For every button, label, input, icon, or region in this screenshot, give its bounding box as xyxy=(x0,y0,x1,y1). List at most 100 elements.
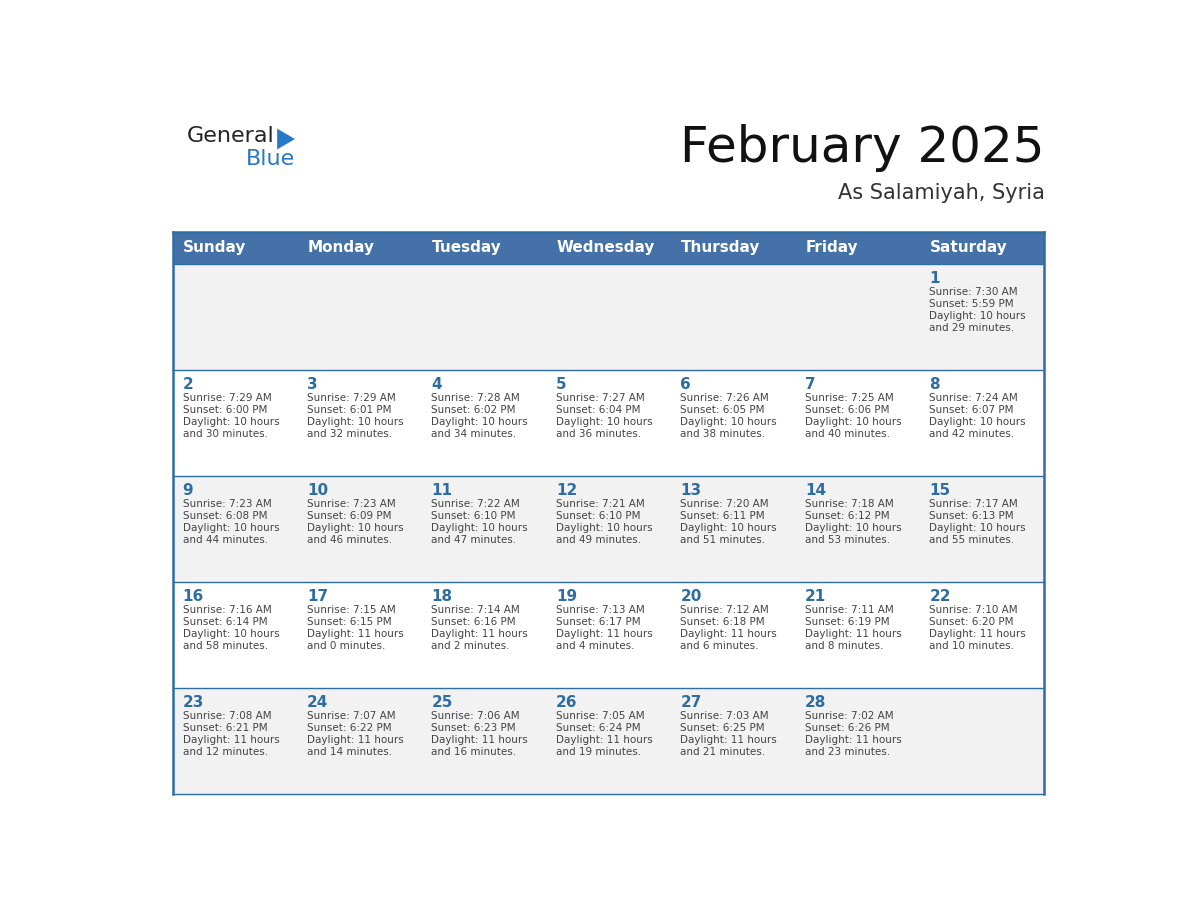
Text: Daylight: 11 hours: Daylight: 11 hours xyxy=(307,735,404,744)
Text: and 44 minutes.: and 44 minutes. xyxy=(183,535,267,545)
Text: 16: 16 xyxy=(183,589,204,604)
Text: 18: 18 xyxy=(431,589,453,604)
Text: Sunrise: 7:02 AM: Sunrise: 7:02 AM xyxy=(804,711,893,721)
Text: Sunrise: 7:23 AM: Sunrise: 7:23 AM xyxy=(183,499,271,509)
Text: Sunset: 6:09 PM: Sunset: 6:09 PM xyxy=(307,511,392,521)
Text: Sunrise: 7:18 AM: Sunrise: 7:18 AM xyxy=(804,499,893,509)
Bar xyxy=(173,582,1044,688)
Text: Sunday: Sunday xyxy=(183,241,247,255)
Bar xyxy=(173,370,1044,476)
Text: Sunset: 6:25 PM: Sunset: 6:25 PM xyxy=(681,723,765,733)
Text: Sunrise: 7:22 AM: Sunrise: 7:22 AM xyxy=(431,499,520,509)
Text: 4: 4 xyxy=(431,377,442,392)
Text: 2: 2 xyxy=(183,377,194,392)
Text: Sunset: 6:17 PM: Sunset: 6:17 PM xyxy=(556,617,640,627)
Polygon shape xyxy=(277,129,295,150)
Text: Daylight: 11 hours: Daylight: 11 hours xyxy=(681,735,777,744)
Text: Sunset: 6:19 PM: Sunset: 6:19 PM xyxy=(804,617,890,627)
Text: Thursday: Thursday xyxy=(681,241,760,255)
Text: 17: 17 xyxy=(307,589,328,604)
Text: Sunset: 6:00 PM: Sunset: 6:00 PM xyxy=(183,405,267,415)
Text: and 47 minutes.: and 47 minutes. xyxy=(431,535,517,545)
Text: Sunrise: 7:10 AM: Sunrise: 7:10 AM xyxy=(929,605,1018,615)
Text: Daylight: 11 hours: Daylight: 11 hours xyxy=(929,629,1026,639)
Bar xyxy=(173,264,1044,370)
Text: Sunset: 5:59 PM: Sunset: 5:59 PM xyxy=(929,299,1013,309)
Text: 12: 12 xyxy=(556,483,577,498)
Text: Sunset: 6:26 PM: Sunset: 6:26 PM xyxy=(804,723,890,733)
Text: Sunset: 6:07 PM: Sunset: 6:07 PM xyxy=(929,405,1013,415)
Text: and 58 minutes.: and 58 minutes. xyxy=(183,641,267,651)
Text: Sunrise: 7:28 AM: Sunrise: 7:28 AM xyxy=(431,393,520,403)
Text: and 0 minutes.: and 0 minutes. xyxy=(307,641,385,651)
Text: Daylight: 10 hours: Daylight: 10 hours xyxy=(431,523,529,533)
Text: and 21 minutes.: and 21 minutes. xyxy=(681,747,765,756)
Text: 15: 15 xyxy=(929,483,950,498)
Text: and 14 minutes.: and 14 minutes. xyxy=(307,747,392,756)
Text: Sunset: 6:08 PM: Sunset: 6:08 PM xyxy=(183,511,267,521)
Text: Sunrise: 7:27 AM: Sunrise: 7:27 AM xyxy=(556,393,645,403)
Text: Sunset: 6:18 PM: Sunset: 6:18 PM xyxy=(681,617,765,627)
Text: 28: 28 xyxy=(804,695,826,710)
Text: Daylight: 11 hours: Daylight: 11 hours xyxy=(681,629,777,639)
Text: Sunrise: 7:12 AM: Sunrise: 7:12 AM xyxy=(681,605,769,615)
Text: 5: 5 xyxy=(556,377,567,392)
Text: Daylight: 11 hours: Daylight: 11 hours xyxy=(556,629,652,639)
Text: 8: 8 xyxy=(929,377,940,392)
Text: and 34 minutes.: and 34 minutes. xyxy=(431,429,517,439)
Text: Daylight: 11 hours: Daylight: 11 hours xyxy=(183,735,279,744)
Text: 19: 19 xyxy=(556,589,577,604)
Text: Daylight: 10 hours: Daylight: 10 hours xyxy=(431,417,529,427)
Text: 1: 1 xyxy=(929,271,940,286)
Text: and 19 minutes.: and 19 minutes. xyxy=(556,747,642,756)
Text: Saturday: Saturday xyxy=(930,241,1007,255)
Text: Sunrise: 7:06 AM: Sunrise: 7:06 AM xyxy=(431,711,520,721)
Text: and 53 minutes.: and 53 minutes. xyxy=(804,535,890,545)
Text: Sunrise: 7:17 AM: Sunrise: 7:17 AM xyxy=(929,499,1018,509)
Text: Sunset: 6:01 PM: Sunset: 6:01 PM xyxy=(307,405,392,415)
Text: 23: 23 xyxy=(183,695,204,710)
Text: Sunset: 6:05 PM: Sunset: 6:05 PM xyxy=(681,405,765,415)
Text: 22: 22 xyxy=(929,589,950,604)
Text: Daylight: 10 hours: Daylight: 10 hours xyxy=(929,417,1026,427)
Text: Daylight: 11 hours: Daylight: 11 hours xyxy=(804,735,902,744)
Text: Daylight: 11 hours: Daylight: 11 hours xyxy=(431,629,529,639)
Text: Sunrise: 7:26 AM: Sunrise: 7:26 AM xyxy=(681,393,769,403)
Text: Sunset: 6:12 PM: Sunset: 6:12 PM xyxy=(804,511,890,521)
Text: Daylight: 10 hours: Daylight: 10 hours xyxy=(804,417,902,427)
Text: and 32 minutes.: and 32 minutes. xyxy=(307,429,392,439)
Text: 25: 25 xyxy=(431,695,453,710)
Text: 26: 26 xyxy=(556,695,577,710)
Text: Sunset: 6:13 PM: Sunset: 6:13 PM xyxy=(929,511,1013,521)
Text: Sunset: 6:24 PM: Sunset: 6:24 PM xyxy=(556,723,640,733)
Bar xyxy=(671,232,796,264)
Text: and 51 minutes.: and 51 minutes. xyxy=(681,535,765,545)
Bar xyxy=(173,476,1044,582)
Text: Daylight: 10 hours: Daylight: 10 hours xyxy=(183,523,279,533)
Bar xyxy=(920,232,1044,264)
Text: and 36 minutes.: and 36 minutes. xyxy=(556,429,642,439)
Text: and 10 minutes.: and 10 minutes. xyxy=(929,641,1015,651)
Text: and 49 minutes.: and 49 minutes. xyxy=(556,535,642,545)
Text: Sunset: 6:14 PM: Sunset: 6:14 PM xyxy=(183,617,267,627)
Text: Sunset: 6:11 PM: Sunset: 6:11 PM xyxy=(681,511,765,521)
Text: Sunset: 6:02 PM: Sunset: 6:02 PM xyxy=(431,405,516,415)
Text: and 40 minutes.: and 40 minutes. xyxy=(804,429,890,439)
Text: Sunrise: 7:24 AM: Sunrise: 7:24 AM xyxy=(929,393,1018,403)
Text: Sunset: 6:10 PM: Sunset: 6:10 PM xyxy=(556,511,640,521)
Bar xyxy=(298,232,422,264)
Bar xyxy=(173,688,1044,794)
Text: and 12 minutes.: and 12 minutes. xyxy=(183,747,267,756)
Text: Daylight: 10 hours: Daylight: 10 hours xyxy=(929,523,1026,533)
Text: Sunset: 6:15 PM: Sunset: 6:15 PM xyxy=(307,617,392,627)
Text: Wednesday: Wednesday xyxy=(557,241,655,255)
Text: Daylight: 11 hours: Daylight: 11 hours xyxy=(431,735,529,744)
Text: Sunset: 6:23 PM: Sunset: 6:23 PM xyxy=(431,723,516,733)
Text: Friday: Friday xyxy=(805,241,858,255)
Text: and 29 minutes.: and 29 minutes. xyxy=(929,323,1015,333)
Bar xyxy=(173,232,298,264)
Text: 7: 7 xyxy=(804,377,815,392)
Text: Daylight: 10 hours: Daylight: 10 hours xyxy=(556,417,652,427)
Text: 24: 24 xyxy=(307,695,328,710)
Text: Sunrise: 7:23 AM: Sunrise: 7:23 AM xyxy=(307,499,396,509)
